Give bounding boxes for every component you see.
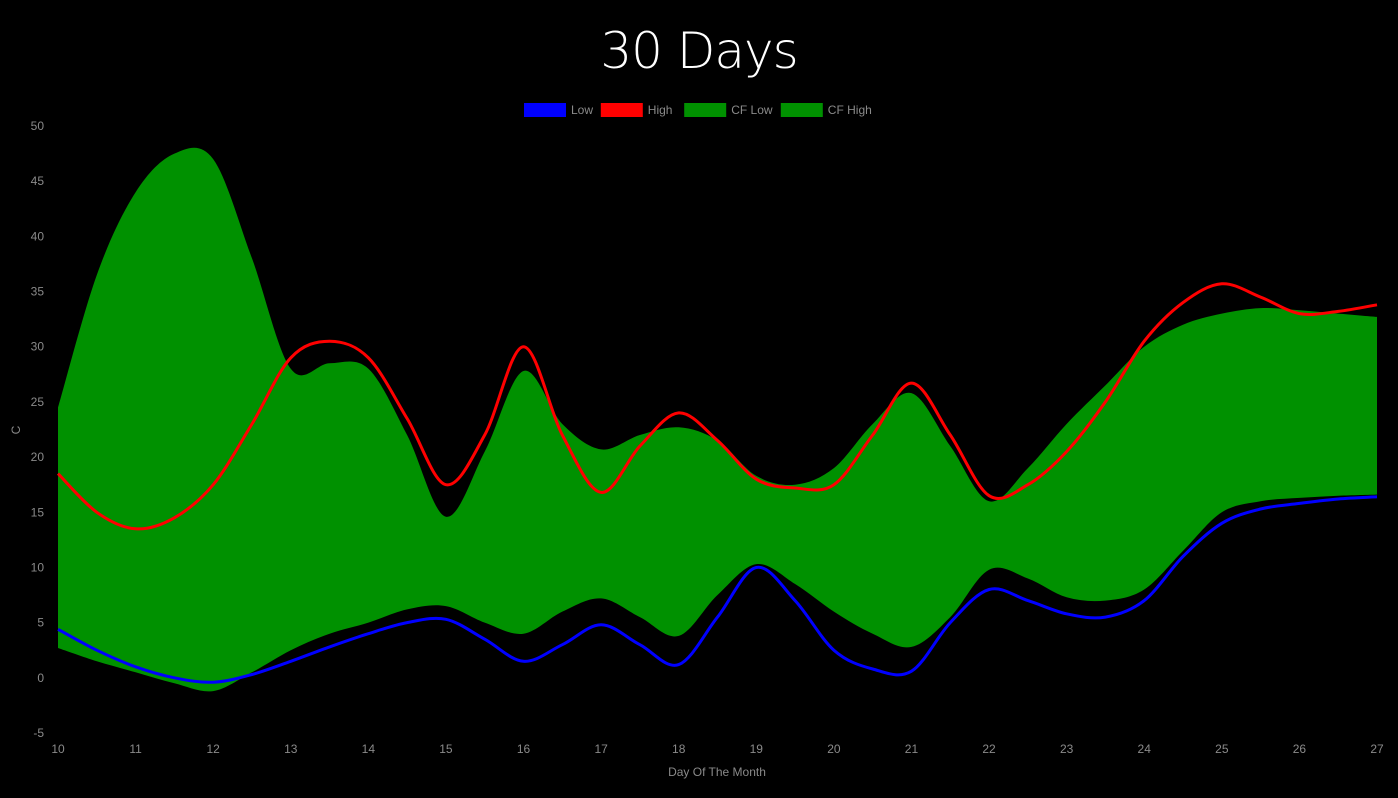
series-line-low [57,495,1378,684]
y-tick-label: 50 [31,119,45,133]
legend-label: High [648,103,673,117]
legend-swatch [524,103,566,117]
legend-label: Low [571,103,593,117]
confidence-band-layer [58,147,1377,692]
x-tick-label: 11 [129,742,142,756]
cf-band-area [58,147,1377,692]
x-tick-label: 25 [1215,742,1229,756]
y-axis-ticks: -5 0 5 10 15 20 25 30 35 40 45 50 [31,119,45,740]
legend-item-high[interactable]: High [600,103,673,117]
legend-item-cf-high[interactable]: CF High [780,103,872,117]
series-line-layer [56,282,1378,684]
legend-swatch [780,103,823,117]
chart-title: 30 Days [600,22,798,80]
y-tick-label: 10 [31,560,45,574]
y-tick-label: 30 [31,340,45,354]
legend-swatch [600,103,643,117]
x-axis-ticks: 10 11 12 13 14 15 16 17 18 19 20 21 22 23 24 25 26 27 [51,742,1384,756]
x-tick-label: 27 [1370,742,1384,756]
y-tick-label: 20 [31,450,45,464]
y-tick-label: 45 [31,174,45,188]
y-tick-label: -5 [33,726,44,740]
y-tick-label: 15 [31,505,45,519]
x-tick-label: 10 [51,742,65,756]
x-tick-label: 12 [206,742,220,756]
x-axis-label: Day Of The Month [668,765,766,779]
x-tick-label: 16 [517,742,531,756]
x-tick-label: 17 [594,742,608,756]
x-tick-label: 15 [439,742,453,756]
x-tick-label: 14 [362,742,376,756]
x-tick-label: 22 [982,742,996,756]
x-tick-label: 19 [750,742,764,756]
legend-label: CF High [828,103,872,117]
x-tick-label: 21 [905,742,919,756]
legend-item-cf-low[interactable]: CF Low [684,103,773,117]
legend-item-low[interactable]: Low [524,103,593,117]
x-tick-label: 26 [1293,742,1307,756]
y-axis-label: C [9,425,23,434]
legend: Low High CF Low CF High [524,103,872,117]
y-tick-label: 35 [31,285,45,299]
x-tick-label: 20 [827,742,841,756]
x-tick-label: 24 [1138,742,1152,756]
series-line-high [56,282,1378,531]
y-tick-label: 25 [31,395,45,409]
y-tick-label: 40 [31,229,45,243]
y-tick-label: 0 [37,671,44,685]
y-tick-label: 5 [37,616,44,630]
legend-swatch [684,103,727,117]
x-tick-label: 13 [284,742,298,756]
legend-label: CF Low [731,103,773,117]
x-tick-label: 23 [1060,742,1074,756]
x-tick-label: 18 [672,742,686,756]
